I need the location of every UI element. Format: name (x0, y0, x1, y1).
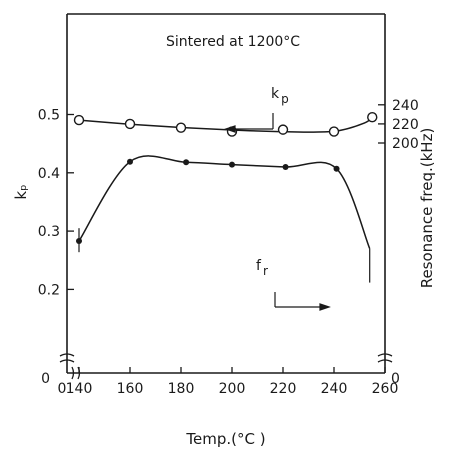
fr-data-point (73, 114, 85, 126)
fr-series-name: f (256, 258, 262, 274)
fr-data-point (277, 124, 289, 135)
fr-data-point (328, 126, 340, 137)
kp-series-subscript: p (281, 92, 289, 106)
sintering-annotation: Sintered at 1200°C (166, 34, 300, 50)
y-right-tick-label: 220 (392, 117, 419, 133)
kp-series-name: k (271, 86, 280, 102)
curves-layer (78, 116, 373, 283)
y-right-tick-label: 0 (391, 371, 400, 387)
y-right-tick-label: 200 (392, 136, 419, 152)
kp-data-point (282, 163, 289, 170)
x-axis-title: Temp.(°C ) (185, 430, 265, 448)
y-left-tick-label: 0.3 (38, 224, 60, 240)
y-left-tick-label: 0.5 (38, 108, 60, 124)
x-tick-label: 240 (321, 381, 348, 397)
kp-data-point (76, 238, 82, 245)
y-left-tick-label: 0.2 (38, 282, 60, 298)
fr-data-point (124, 118, 136, 130)
x-tick-label: 220 (270, 381, 297, 397)
y-right-axis-title: Resonance freq.(kHz) (418, 128, 436, 289)
y-right-tick-label: 240 (392, 98, 419, 114)
kp-axis-arrow (224, 113, 274, 133)
y-left-axis-title: kₚ (12, 184, 30, 199)
y-left-tick-label: 0 (41, 371, 50, 387)
marks-layer (73, 112, 378, 245)
x-tick-label: 180 (168, 381, 195, 397)
left-axis-break-mark (59, 353, 75, 363)
y-left-tick-label: 0.4 (38, 166, 60, 182)
x-tick-label: 0 (58, 381, 67, 397)
kp-data-point (183, 159, 190, 166)
fr-data-point (175, 122, 187, 133)
x-tick-label: 160 (117, 381, 144, 397)
fr-curve (78, 116, 373, 133)
x-tick-label: 140 (66, 381, 93, 397)
x-tick-label: 260 (372, 381, 399, 397)
fr-axis-arrow (274, 292, 331, 311)
kp-data-point (229, 161, 235, 168)
fr-series-subscript: r (263, 264, 268, 278)
right-axis-break-mark (377, 353, 393, 363)
fr-data-point (367, 112, 378, 123)
kp-data-point (127, 158, 133, 165)
x-tick-label: 200 (219, 381, 246, 397)
ticks-layer: 0 140 160 180 200 220 240 26000.20.30.40.502002… (38, 98, 419, 397)
kp-data-point (333, 165, 340, 172)
kp-curve (78, 155, 371, 249)
